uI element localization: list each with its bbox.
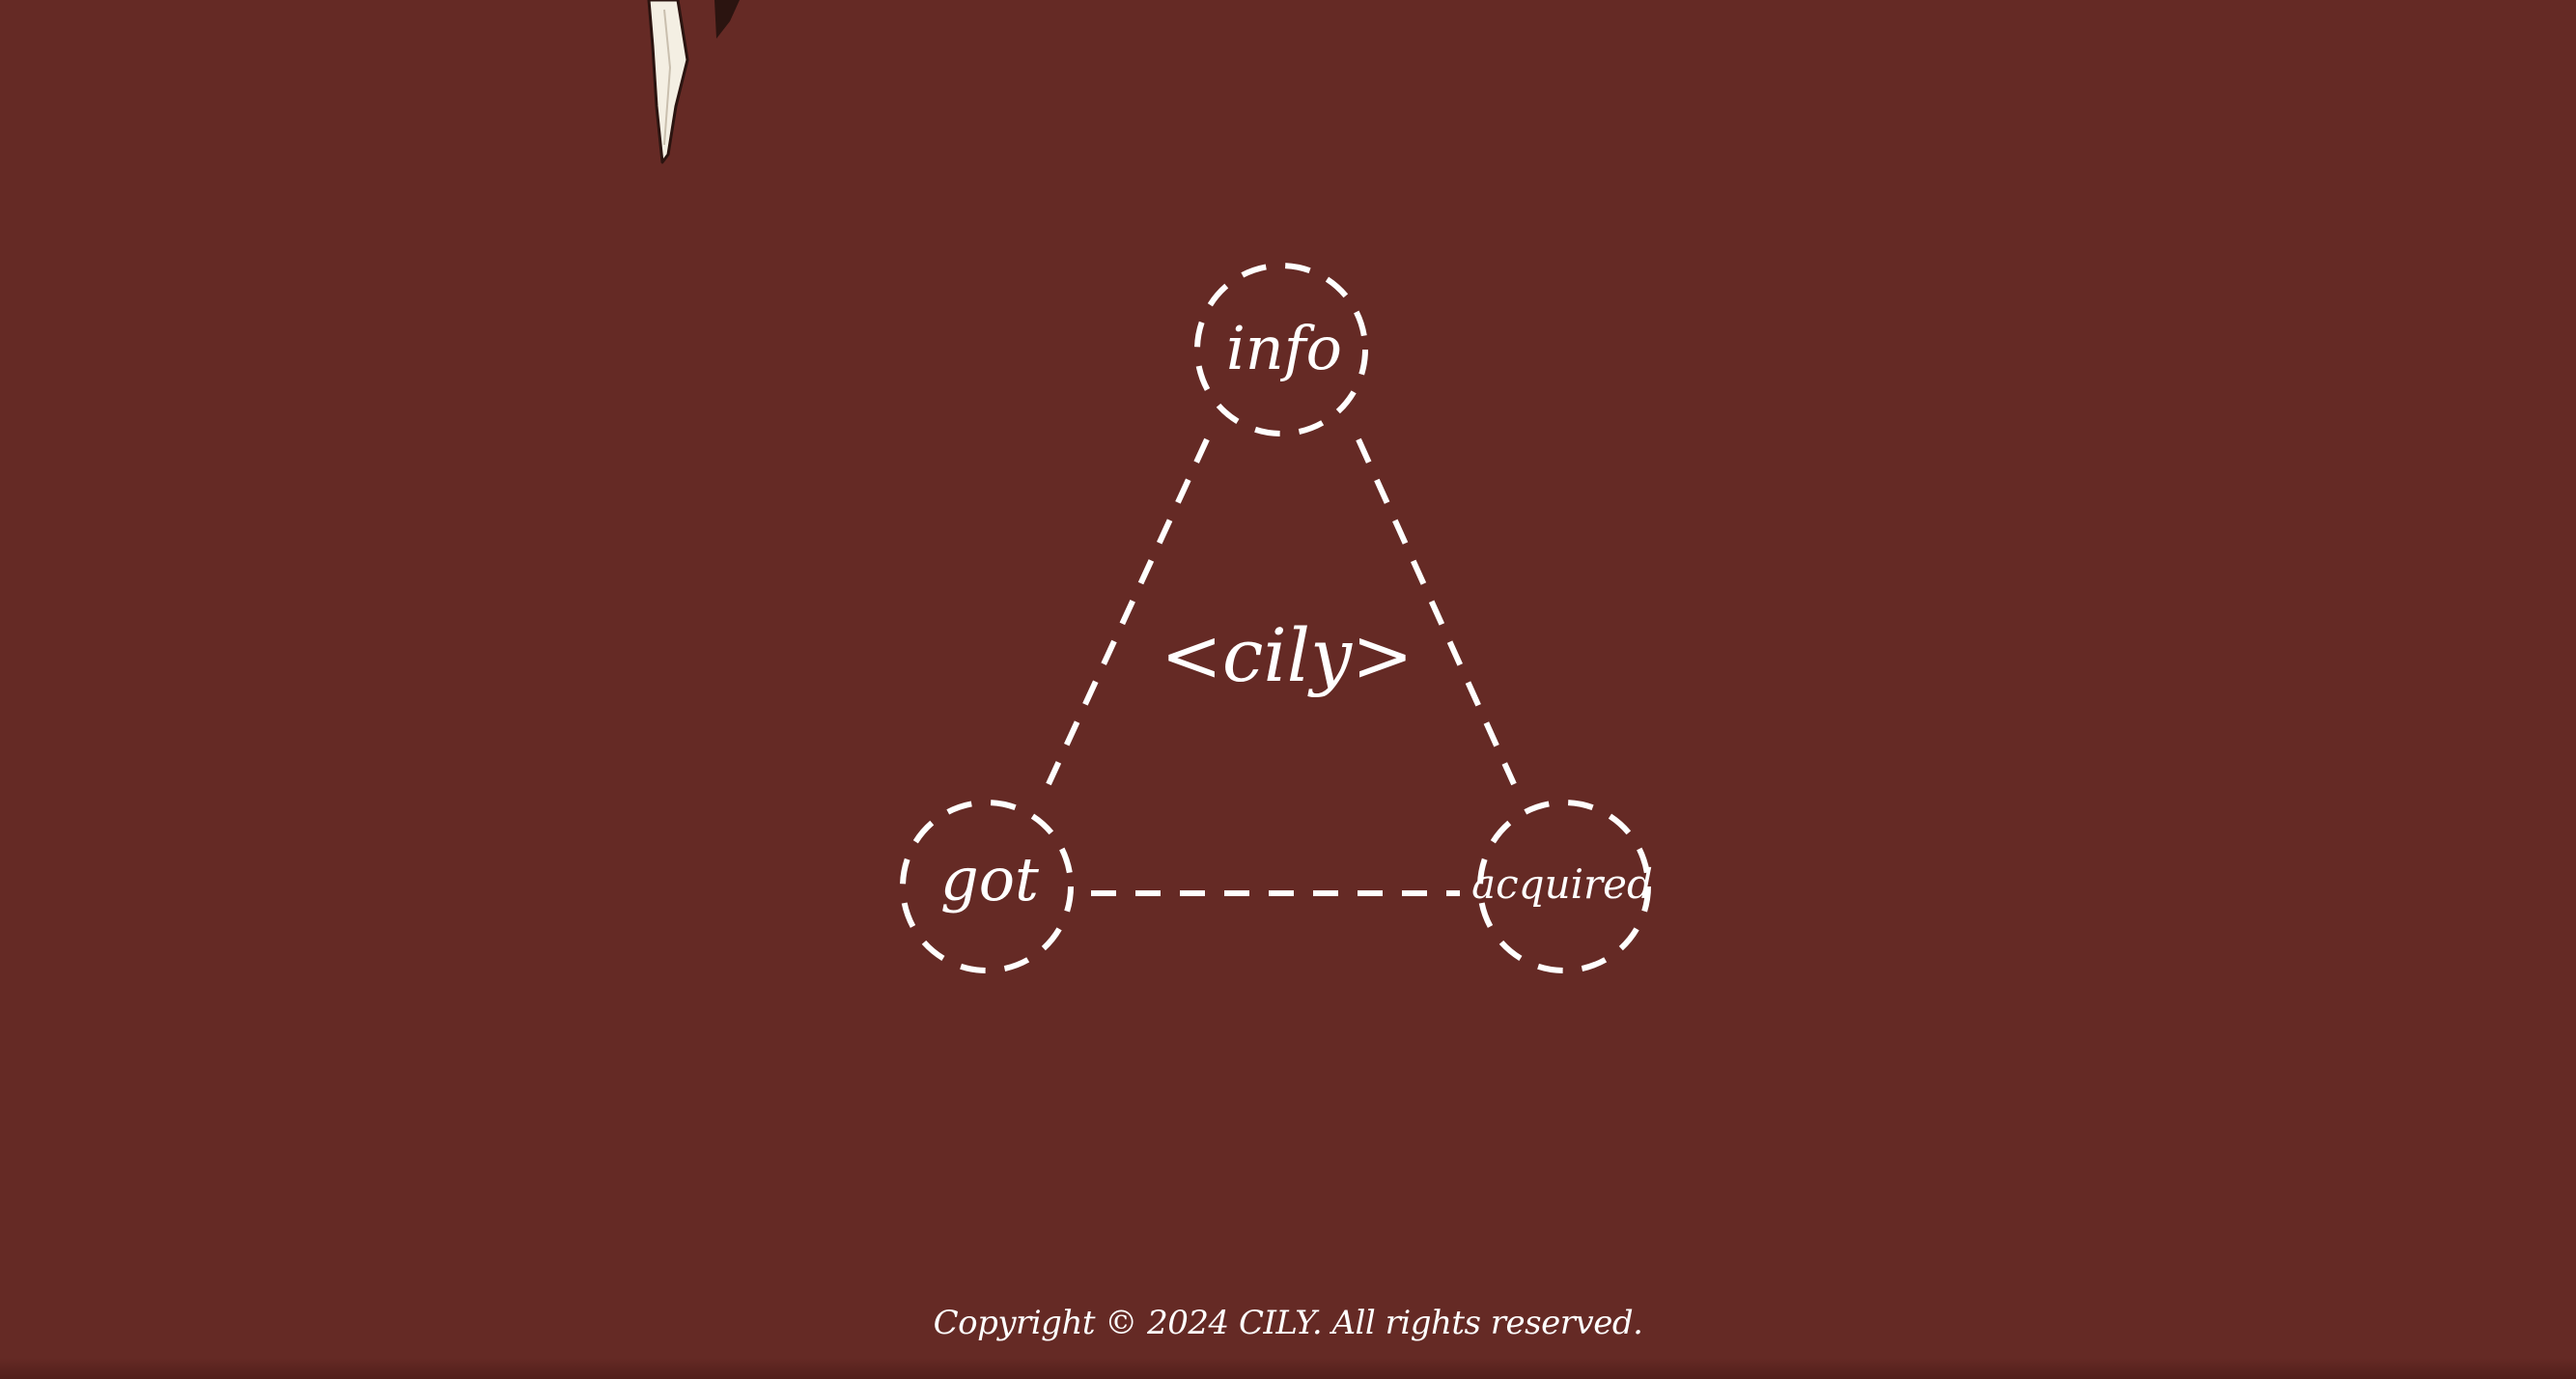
edge-info-acquired bbox=[1356, 437, 1517, 786]
node-got: got bbox=[900, 800, 1074, 973]
node-info-label: info bbox=[1226, 313, 1342, 383]
node-info: info bbox=[1194, 263, 1368, 436]
bottom-shade bbox=[0, 1358, 2576, 1379]
copyright-footer: Copyright © 2024 CILY. All rights reserv… bbox=[933, 1304, 1643, 1342]
node-acquired-label: acquired bbox=[1471, 860, 1653, 908]
edge-info-got bbox=[1046, 437, 1210, 786]
center-logo-label: <cily> bbox=[1161, 612, 1413, 698]
quill-feather-icon bbox=[647, 0, 740, 164]
node-got-label: got bbox=[940, 844, 1039, 915]
node-acquired: acquired bbox=[1471, 800, 1653, 973]
